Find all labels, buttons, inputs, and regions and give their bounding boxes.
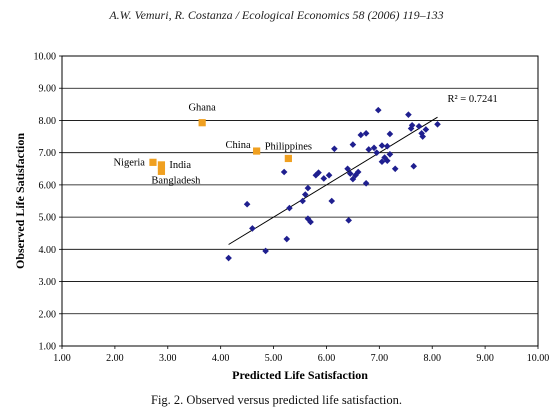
x-tick-labels: 1.00 2.00 3.00 4.00 5.00 6.00 7.00 8.00 9.00 10.0…: [53, 346, 549, 364]
data-point-diamond: [349, 141, 357, 148]
y-tick-label: 5.00: [39, 213, 57, 224]
trendline: [228, 116, 438, 245]
data-point-diamond: [391, 165, 399, 173]
data-point-diamond: [262, 247, 269, 255]
data-point-diamond: [419, 133, 427, 140]
data-point-diamond: [374, 106, 382, 114]
figure-caption: Fig. 2. Observed versus predicted life s…: [151, 393, 402, 407]
data-point-diamond: [357, 131, 365, 139]
point-label: India: [169, 160, 191, 171]
data-point-diamond: [422, 126, 430, 133]
data-point-diamond: [362, 130, 370, 137]
data-point-diamond: [383, 157, 391, 165]
x-tick-label: 3.00: [159, 353, 177, 364]
data-point-diamond: [386, 130, 394, 138]
data-point-diamond: [365, 146, 373, 153]
x-tick-label: 6.00: [318, 353, 336, 364]
y-tick-label: 7.00: [39, 148, 57, 159]
plot-frame: [61, 55, 539, 347]
y-tick-label: 8.00: [39, 116, 57, 127]
trendline-layer: R² = 0.7241: [228, 94, 498, 245]
y-tick-label: 1.00: [39, 342, 57, 353]
highlighted-point: [198, 119, 206, 127]
point-label: Ghana: [188, 103, 216, 114]
data-point-diamond: [362, 179, 370, 187]
highlighted-point: [149, 158, 157, 166]
data-point-diamond: [378, 142, 386, 149]
data-point-diamond: [405, 111, 412, 118]
data-point-diamond: [286, 204, 293, 212]
x-tick-label: 1.00: [53, 353, 71, 364]
y-tick-label: 10.00: [34, 52, 57, 63]
data-point-diamond: [418, 130, 425, 137]
data-point-diamond: [304, 184, 312, 192]
x-tick-label: 5.00: [265, 353, 283, 364]
data-point-diamond: [344, 165, 351, 173]
x-tick-label: 7.00: [371, 353, 389, 364]
data-point-diamond: [299, 197, 306, 205]
data-point-diamond: [415, 122, 423, 130]
data-point-diamond: [378, 158, 386, 165]
data-point-diamond: [312, 171, 320, 179]
highlighted-point: [284, 154, 292, 163]
data-point-diamond: [386, 150, 394, 158]
data-point-diamond: [307, 218, 314, 226]
x-tick-label: 9.00: [476, 353, 494, 364]
x-tick-label: 2.00: [106, 353, 124, 364]
data-point-diamond: [320, 175, 328, 182]
x-axis-title: Predicted Life Satisfaction: [232, 368, 368, 382]
data-point-diamond: [328, 197, 336, 205]
point-label: Bangladesh: [151, 175, 201, 186]
data-point-diamond: [283, 235, 291, 243]
highlighted-point: [157, 167, 166, 175]
data-point-diamond: [370, 144, 378, 152]
highlighted-point: [157, 161, 166, 169]
x-tick-label: 8.00: [423, 353, 441, 364]
r-squared-label: R² = 0.7241: [448, 94, 498, 105]
data-point-diamond: [345, 217, 352, 224]
data-point-diamond: [346, 170, 354, 177]
point-label: Philippines: [265, 141, 312, 152]
data-point-diamond: [434, 121, 441, 128]
data-point-diamond: [352, 171, 359, 179]
data-point-diamond: [325, 171, 333, 179]
x-tick-label: 4.00: [212, 353, 230, 364]
data-point-diamond: [410, 162, 418, 170]
points-layer: [149, 106, 441, 262]
data-point-diamond: [331, 145, 338, 153]
data-point-diamond: [225, 254, 232, 262]
data-point-diamond: [280, 168, 288, 176]
data-point-diamond: [349, 175, 357, 183]
y-tick-labels: 1.00 2.00 3.00 4.00 5.00 6.00 7.00 8.00 9.00 10.0…: [34, 52, 62, 353]
y-tick-label: 6.00: [39, 180, 57, 191]
x-tick-label: 10.00: [527, 353, 550, 364]
point-label: Nigeria: [113, 157, 145, 168]
y-axis-title: Observed Life Satisfaction: [13, 133, 27, 269]
y-tick-label: 3.00: [39, 277, 57, 288]
data-point-diamond: [304, 215, 312, 223]
data-point-diamond: [301, 191, 309, 198]
data-point-diamond: [315, 169, 322, 176]
running-header: A.W. Vemuri, R. Costanza / Ecological Ec…: [109, 8, 444, 22]
y-tick-label: 2.00: [39, 309, 57, 320]
y-tick-label: 9.00: [39, 84, 57, 95]
data-point-diamond: [249, 225, 256, 232]
data-point-diamond: [243, 200, 251, 208]
data-point-diamond: [354, 168, 362, 176]
point-label: China: [226, 140, 251, 151]
scatter-chart: 1.00 2.00 3.00 4.00 5.00 6.00 7.00 8.00 9.00 10.0…: [13, 52, 549, 383]
data-point-diamond: [408, 121, 416, 129]
data-point-diamond: [383, 142, 391, 150]
y-tick-label: 4.00: [39, 245, 57, 256]
highlighted-point: [253, 147, 261, 155]
point-labels: Ghana China Philippines Nigeria India Banglad…: [113, 103, 312, 187]
data-point-diamond: [373, 149, 380, 156]
